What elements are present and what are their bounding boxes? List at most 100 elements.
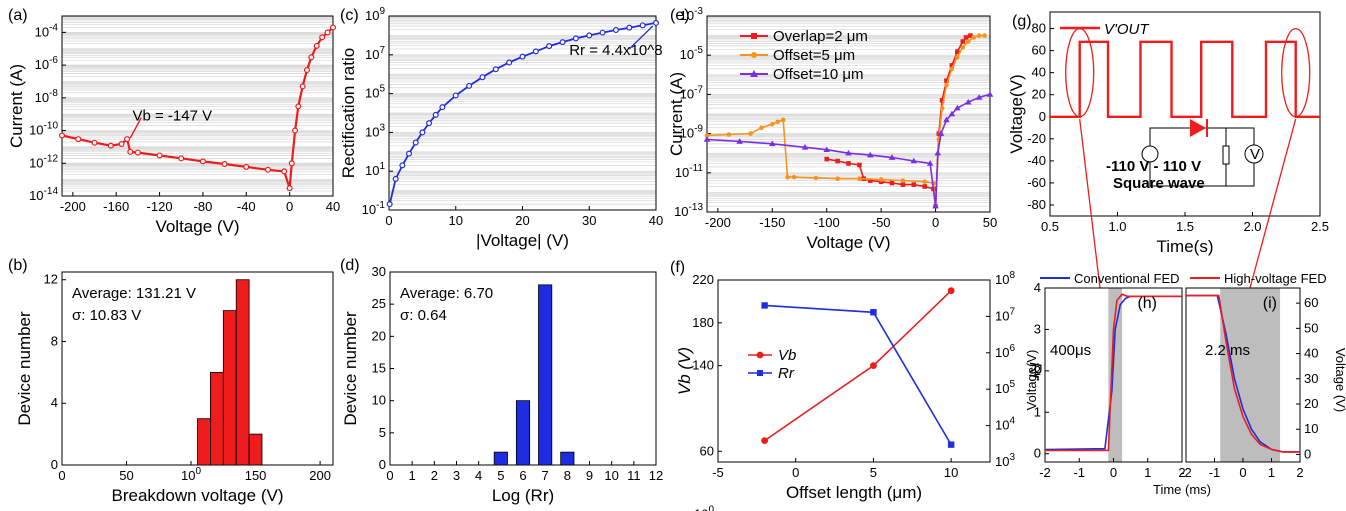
panel-e-y-tick-label: 10-11	[675, 163, 704, 180]
panel-e-point	[704, 133, 710, 138]
panel-e-point	[846, 161, 851, 166]
panel-d-y-tick-label: 5	[379, 425, 386, 440]
panel-a-x-tick-label: -200	[60, 199, 86, 214]
panel-a-plot-frame	[61, 15, 334, 197]
panel-g-label: (g)	[1012, 13, 1032, 30]
panel-e-y-tick-label: 10-5	[680, 45, 704, 62]
panel-g-x-tick-label: 1.5	[1176, 219, 1194, 234]
panel-b-sigma: σ: 10.83 V	[72, 307, 141, 324]
panel-e-point	[780, 117, 786, 123]
panel-a-y-tick-label: 10-10	[29, 121, 58, 138]
panel-c-x-tick-label: 30	[582, 213, 596, 228]
panel-f-legend-rr: Rr	[778, 365, 795, 382]
panel-a-point	[264, 166, 271, 173]
panel-i-y-tick-label: 30	[1304, 371, 1318, 386]
panel-c-arrow	[628, 25, 654, 50]
panel-e-y-tick-label: 10-9	[680, 124, 704, 141]
panel-d-y-tick-label: 20	[372, 328, 386, 343]
panel-e-point	[960, 39, 966, 44]
panel-f-y2label: Rr	[1026, 362, 1045, 381]
panel-b-x-tick-label: 100	[181, 466, 201, 483]
panel-b-x-tick-label: 200	[309, 468, 331, 483]
circuit-resistor	[1222, 145, 1230, 165]
panel-e-point	[878, 177, 884, 182]
circuit-wire-bottom	[1149, 162, 1255, 187]
circuit-source-label: -110 V - 110 V	[1106, 158, 1201, 175]
panel-i-x-tick-label: -2	[1180, 465, 1192, 480]
panel-e-legend-marker	[751, 52, 757, 58]
panel-h-x-tick-label: 1	[1144, 465, 1151, 480]
panel-c-point	[639, 22, 646, 29]
panel-a-y-tick-label: 10-8	[35, 88, 59, 105]
panel-d-bar	[560, 451, 575, 466]
panel-e-point	[845, 149, 852, 156]
panel-e-point	[934, 149, 942, 156]
panel-e-point	[911, 182, 917, 187]
panel-e-point	[944, 82, 949, 88]
panel-e-point	[736, 138, 743, 144]
panel-e-point	[968, 33, 973, 38]
panel-c-point	[492, 66, 499, 73]
panel-d-x-tick-label: 3	[453, 468, 460, 483]
panel-f-rr-point	[761, 302, 768, 309]
panel-e-point	[801, 143, 809, 150]
panel-a-y-tick-label: 10-4	[35, 22, 59, 39]
panel-i-y-tick-label: 10	[1304, 421, 1318, 436]
panel-f-y2-tick-label: 107	[995, 306, 1015, 323]
panel-f-x-tick-label: 5	[870, 465, 877, 480]
panel-d-x-tick-label: 8	[564, 468, 571, 483]
panel-e-x-tick-label: 0	[932, 215, 939, 230]
panel-f-ylabel: Vb (V)	[675, 347, 694, 395]
panel-c-point	[466, 82, 473, 89]
panel-c-point	[532, 48, 539, 55]
panel-c-point	[412, 139, 419, 146]
panel-e-x-tick-label: -50	[872, 215, 891, 230]
panel-a-point	[308, 54, 315, 61]
panel-a-x-tick-label: -40	[237, 199, 256, 214]
panel-e-x-tick-label: -150	[759, 215, 785, 230]
panel-c-point	[519, 53, 526, 60]
panel-hi-xlabel: Time (ms)	[1153, 482, 1211, 497]
panel-b-x-tick-label: 50	[119, 468, 133, 483]
panel-c-y-tick-label: 10-1	[362, 200, 386, 217]
panel-e-point	[944, 78, 949, 84]
panel-c-point	[586, 32, 593, 39]
panel-e-ylabel: Current (A)	[667, 72, 686, 156]
panel-c-y-tick-label: 103	[365, 122, 385, 139]
panel-a-point	[303, 67, 310, 74]
panel-b-y-tick-label: 12	[44, 272, 58, 287]
circuit-voltmeter	[1244, 144, 1264, 164]
panel-e-point	[932, 202, 939, 209]
panel-c-point	[612, 26, 619, 33]
panel-e-point	[922, 184, 927, 189]
panel-e-point	[955, 54, 960, 60]
panel-e-point	[975, 94, 983, 100]
panel-h-y-tick-label: 3	[1034, 321, 1041, 336]
panel-c-y-tick-label: 107	[365, 45, 385, 62]
panel-c-point	[479, 74, 486, 81]
panel-e-x-tick-label: -100	[814, 215, 840, 230]
panel-e-point	[900, 182, 906, 187]
circuit-voltmeter-label: V	[1250, 146, 1260, 163]
panel-g-y-tick-label: 0	[1039, 109, 1046, 124]
panel-c-point	[572, 35, 579, 42]
panel-a-point	[156, 152, 163, 159]
panel-h-x-tick-label: -2	[1039, 465, 1051, 480]
panel-c-point	[386, 201, 393, 208]
panel-a-x-tick-label: -120	[147, 199, 173, 214]
panel-e-x-tick-label: 50	[983, 215, 997, 230]
panel-d-x-tick-label: 2	[431, 468, 438, 483]
panel-i-y-tick-label: 40	[1304, 346, 1318, 361]
panel-g-curve	[1050, 40, 1320, 119]
panel-a-y-tick-label: 10-12	[29, 153, 58, 170]
circuit-source	[1141, 145, 1159, 163]
panel-a-label: (a)	[8, 7, 28, 24]
panel-d-x-tick-label: 5	[497, 468, 504, 483]
panel-g-y-tick-label: -40	[1027, 153, 1046, 168]
panel-a-ylabel: Current (A)	[7, 64, 26, 148]
panel-b-y-tick-label: 0	[51, 457, 58, 472]
panel-e-y-tick-label: 10-3	[680, 6, 704, 23]
panel-e-point	[955, 49, 960, 55]
panel-a-point	[221, 161, 228, 168]
